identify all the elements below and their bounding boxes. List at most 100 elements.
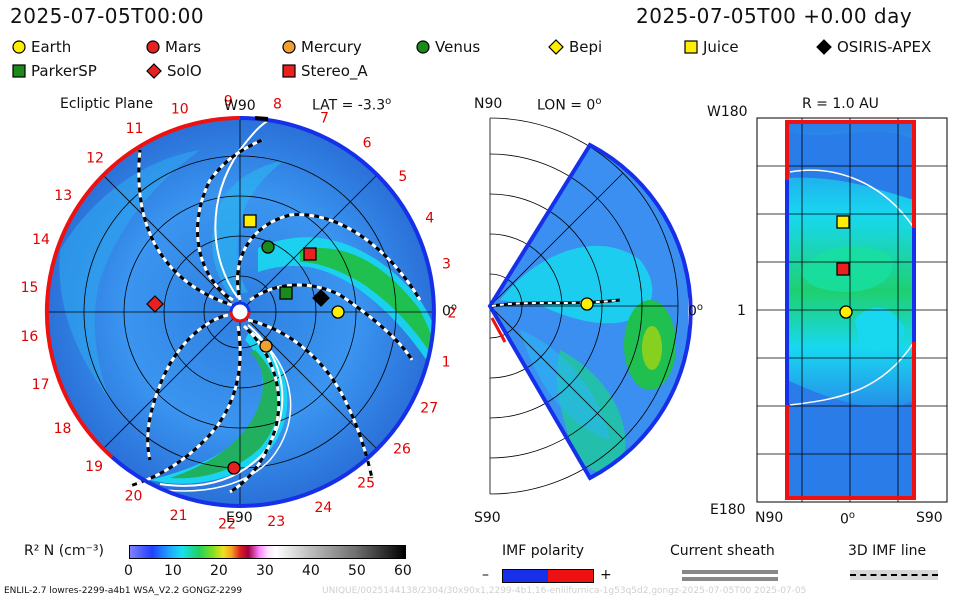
legend-item-solo: SolO — [146, 62, 202, 80]
imf-plus-label: + — [600, 567, 612, 583]
current-sheath-line — [682, 577, 778, 581]
current-sheath-line — [682, 570, 778, 574]
sphere-bottom-label: E180 — [710, 502, 746, 518]
sphere-x-label-s90: S90 — [916, 510, 943, 526]
mars-circle-icon — [146, 40, 160, 54]
colorbar-tick: 20 — [210, 563, 228, 579]
colorbar-label: R² N (cm⁻³) — [24, 543, 104, 559]
legend-item-osiris-apex: OSIRIS-APEX — [816, 38, 931, 56]
legend-item-mars: Mars — [146, 38, 201, 56]
venus-circle-icon — [416, 40, 430, 54]
sector-number: 27 — [420, 401, 438, 417]
imf-minus-label: – — [482, 567, 489, 583]
sector-number: 21 — [170, 508, 188, 524]
imf-polarity-title: IMF polarity — [502, 543, 585, 559]
sphere-earth-marker — [839, 305, 853, 319]
footer-run-info: ENLIL-2.7 lowres-2299-a4b1 WSA_V2.2 GONG… — [4, 586, 243, 596]
meridional-right-label: 0o — [688, 302, 704, 320]
colorbar-tick: 50 — [348, 563, 366, 579]
sector-number: 24 — [314, 500, 332, 516]
legend-item-stereo-a: Stereo_A — [282, 62, 368, 80]
imf-3d-line-sample — [850, 570, 938, 580]
meridional-plane-plot — [487, 117, 693, 495]
ecliptic-top-label: W90 — [224, 98, 256, 114]
sector-number: 9 — [224, 93, 233, 109]
legend-label: Juice — [703, 38, 739, 56]
venus-marker — [261, 240, 275, 254]
lat-label: LAT = -3.3o — [312, 96, 392, 114]
sector-number: 8 — [273, 96, 282, 112]
ecliptic-bottom-label: E90 — [226, 510, 253, 526]
sector-number: 2 — [448, 306, 457, 322]
legend-label: Mars — [165, 38, 202, 56]
juice-square-icon — [684, 40, 698, 54]
sector-number: 26 — [393, 442, 411, 458]
earth-circle-icon — [12, 40, 26, 54]
meridional-bottom-label: S90 — [474, 510, 501, 526]
earth-marker — [331, 305, 345, 319]
lon-label: LON = 0o — [537, 96, 602, 114]
meridional-top-label: N90 — [474, 96, 503, 112]
legend-label: Venus — [435, 38, 481, 56]
mars-marker — [227, 461, 241, 475]
sphere-juice-marker — [836, 215, 850, 229]
solo-diamond-icon — [146, 63, 162, 79]
ecliptic-title: Ecliptic Plane — [60, 96, 154, 112]
sector-number: 12 — [86, 150, 104, 166]
sector-number: 23 — [267, 514, 285, 530]
sector-number: 16 — [20, 329, 38, 345]
legend-label: ParkerSP — [31, 62, 97, 80]
mercury-circle-icon — [282, 40, 296, 54]
sphere-left-label: 1 — [737, 303, 746, 319]
sector-number: 3 — [442, 257, 451, 273]
legend-label: SolO — [167, 62, 202, 80]
sector-number: 4 — [425, 210, 434, 226]
meridional-earth-marker — [580, 297, 594, 311]
sector-number: 15 — [21, 280, 39, 296]
legend-label: Stereo_A — [301, 62, 368, 80]
sphere-stereo-a-marker — [836, 262, 850, 276]
parkersp-marker — [279, 286, 293, 300]
colorbar-tick: 10 — [164, 563, 182, 579]
legend-item-parkersp: ParkerSP — [12, 62, 97, 80]
sector-number: 7 — [320, 111, 329, 127]
sector-number: 22 — [218, 517, 236, 533]
sector-number: 5 — [398, 169, 407, 185]
current-sheath-title: Current sheath — [670, 543, 775, 559]
imf-3d-line-title: 3D IMF line — [848, 543, 927, 559]
solo-marker — [146, 295, 164, 313]
right-timestamp: 2025-07-05T00 +0.00 day — [636, 4, 913, 28]
legend-label: Mercury — [301, 38, 362, 56]
footer-run-id: UNIQUE/0025144138/2304/30x90x1,2299-4b1,… — [322, 586, 807, 596]
imf-polarity-bar — [502, 569, 594, 583]
sector-number: 14 — [32, 232, 50, 248]
legend-item-venus: Venus — [416, 38, 480, 56]
left-timestamp: 2025-07-05T00:00 — [10, 4, 205, 28]
colorbar-tick: 30 — [256, 563, 274, 579]
colorbar-tick: 0 — [124, 563, 133, 579]
sector-number: 19 — [85, 459, 103, 475]
legend-label: Earth — [31, 38, 72, 56]
mercury-marker — [259, 339, 273, 353]
sector-number: 11 — [126, 121, 144, 137]
parkersp-square-icon — [12, 64, 26, 78]
juice-marker — [243, 214, 257, 228]
colorbar-tick: 60 — [394, 563, 412, 579]
sector-number: 17 — [32, 377, 50, 393]
sector-number: 1 — [442, 355, 451, 371]
sector-number: 6 — [363, 135, 372, 151]
stereo-a-square-icon — [282, 64, 296, 78]
stereo-a-marker — [303, 247, 317, 261]
sector-number: 20 — [125, 488, 143, 504]
legend-label: OSIRIS-APEX — [837, 38, 932, 56]
sphere-x-label-n90: N90 — [755, 510, 784, 526]
colorbar — [129, 545, 406, 559]
osiris-apex-marker — [312, 289, 330, 307]
legend-item-mercury: Mercury — [282, 38, 362, 56]
colorbar-tick: 40 — [302, 563, 320, 579]
legend-item-bepi: Bepi — [548, 38, 602, 56]
sector-number: 25 — [357, 475, 375, 491]
sphere-r-label: R = 1.0 AU — [802, 96, 879, 112]
